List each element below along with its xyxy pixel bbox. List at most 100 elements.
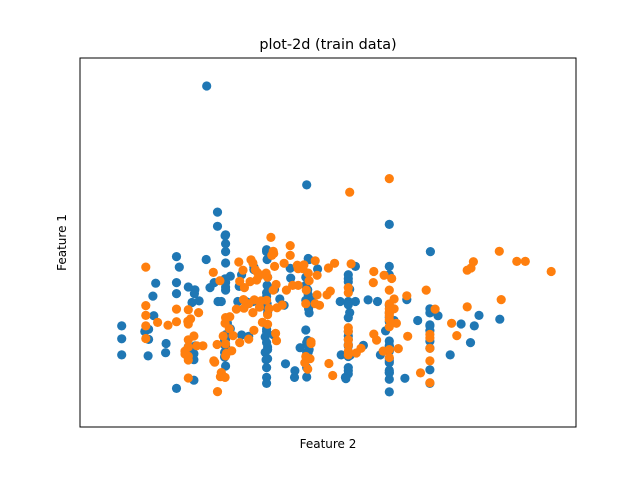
- scatter-point-series1-182: [363, 295, 373, 305]
- scatter-point-series2-120: [141, 262, 151, 272]
- scatter-point-series1-107: [263, 345, 273, 355]
- scatter-point-series1-174: [413, 315, 423, 326]
- scatter-point-series2-42: [384, 352, 394, 363]
- scatter-point-series1-46: [171, 289, 182, 299]
- scatter-point-series2-124: [496, 295, 506, 305]
- scatter-point-series2-86: [301, 299, 311, 309]
- scatter-point-series2-90: [248, 308, 258, 318]
- scatter-point-series1-123: [336, 350, 346, 360]
- scatter-point-series1-143: [221, 361, 231, 371]
- y-axis-label: Feature 1: [55, 214, 69, 271]
- scatter-point-series2-1: [345, 187, 355, 197]
- scatter-point-series1-47: [189, 289, 199, 299]
- scatter-point-series2-5: [304, 276, 314, 286]
- scatter-point-series1-184: [212, 207, 223, 217]
- scatter-point-series2-143: [215, 276, 225, 286]
- scatter-point-series2-60: [257, 317, 267, 327]
- scatter-point-series2-126: [430, 304, 440, 314]
- scatter-point-series2-82: [268, 285, 278, 295]
- scatter-point-series2-149: [248, 258, 258, 268]
- scatter-point-series1-185: [212, 221, 223, 231]
- scatter-point-series2-71: [228, 331, 238, 341]
- scatter-point-series2-21: [384, 285, 394, 295]
- scatter-point-series2-69: [218, 331, 228, 341]
- scatter-point-series2-49: [324, 358, 334, 369]
- scatter-point-series2-62: [244, 334, 254, 344]
- scatter-point-series2-127: [512, 256, 522, 266]
- scatter-point-series2-139: [266, 232, 276, 242]
- scatter-point-series2-140: [269, 248, 279, 259]
- scatter-point-series2-100: [153, 317, 163, 327]
- scatter-point-series1-155: [384, 374, 394, 384]
- scatter-point-series1-136: [117, 350, 127, 360]
- scatter-point-series1-1: [202, 81, 212, 91]
- scatter-point-series2-142: [208, 267, 218, 277]
- scatter-point-series1-172: [474, 310, 484, 320]
- scatter-point-series1-165: [262, 378, 272, 388]
- scatter-point-series2-75: [225, 312, 235, 322]
- scatter-point-series2-81: [262, 295, 272, 305]
- scatter-point-series1-173: [456, 319, 466, 329]
- scatter-point-series1-175: [425, 247, 435, 257]
- scatter-point-series1-85: [301, 325, 311, 335]
- scatter-point-series1-162: [290, 366, 300, 376]
- scatter-point-series2-130: [520, 256, 530, 266]
- scatter-point-series2-154: [372, 335, 382, 345]
- scatter-point-series1-169: [384, 387, 394, 397]
- scatter-point-series1-14: [221, 258, 231, 268]
- scatter-point-series1-69: [372, 296, 383, 307]
- scatter-point-series1-178: [495, 314, 505, 324]
- scatter-point-series1-167: [171, 383, 182, 393]
- scatter-point-series2-157: [447, 318, 457, 328]
- scatter-point-series2-68: [212, 339, 222, 350]
- scatter-point-series2-53: [305, 354, 315, 364]
- scatter-point-series1-108: [262, 338, 272, 348]
- scatter-point-series2-45: [425, 356, 435, 366]
- scatter-point-series2-117: [220, 372, 230, 382]
- scatter-point-series2-48: [328, 370, 338, 381]
- scatter-point-series1-6: [221, 247, 231, 257]
- scatter-point-series2-94: [183, 305, 193, 315]
- scatter-point-series1-31: [221, 282, 231, 292]
- scatter-point-series2-160: [299, 260, 309, 270]
- scatter-point-series1-170: [425, 365, 435, 375]
- scatter-point-series2-132: [285, 241, 295, 251]
- scatter-point-series2-63: [235, 338, 245, 348]
- scatter-point-series2-125: [468, 257, 478, 267]
- scatter-point-series2-7: [312, 270, 322, 280]
- scatter-point-series1-2: [302, 180, 312, 190]
- scatter-point-series2-56: [271, 336, 282, 346]
- scatter-point-series2-148: [254, 271, 264, 281]
- scatter-point-series1-158: [445, 350, 455, 360]
- scatter-point-series2-89: [238, 295, 249, 305]
- scatter-point-series2-129: [494, 246, 504, 256]
- scatter-point-series2-55: [306, 337, 316, 347]
- scatter-point-series2-66: [221, 348, 232, 358]
- scatter-point-series1-168: [341, 374, 351, 384]
- scatter-point-series1-176: [465, 338, 476, 348]
- scatter-point-series1-129: [161, 338, 171, 349]
- scatter-point-series2-15: [312, 290, 322, 300]
- scatter-point-series1-152: [280, 359, 291, 369]
- scatter-point-series2-169: [387, 273, 397, 284]
- scatter-point-series2-91: [254, 302, 265, 312]
- scatter-point-series2-44: [425, 343, 435, 353]
- scatter-point-series2-128: [546, 266, 556, 277]
- scatter-point-series1-192: [187, 297, 197, 308]
- scatter-point-series1-12: [171, 252, 182, 262]
- scatter-point-series2-135: [285, 250, 295, 260]
- scatter-point-series1-43: [183, 282, 193, 292]
- scatter-point-series2-164: [346, 259, 356, 269]
- scatter-point-series1-64: [335, 296, 345, 307]
- plot-frame: [79, 57, 577, 428]
- scatter-point-series1-133: [149, 311, 159, 321]
- scatter-point-series2-131: [384, 174, 394, 184]
- scatter-point-series2-93: [272, 303, 282, 313]
- scatter-point-series2-119: [141, 301, 151, 311]
- scatter-point-series2-61: [249, 325, 259, 335]
- scatter-point-series2-32: [343, 326, 353, 336]
- scatter-point-series1-186: [220, 231, 230, 241]
- scatter-point-series2-40: [384, 345, 394, 355]
- scatter-point-series2-47: [425, 378, 435, 388]
